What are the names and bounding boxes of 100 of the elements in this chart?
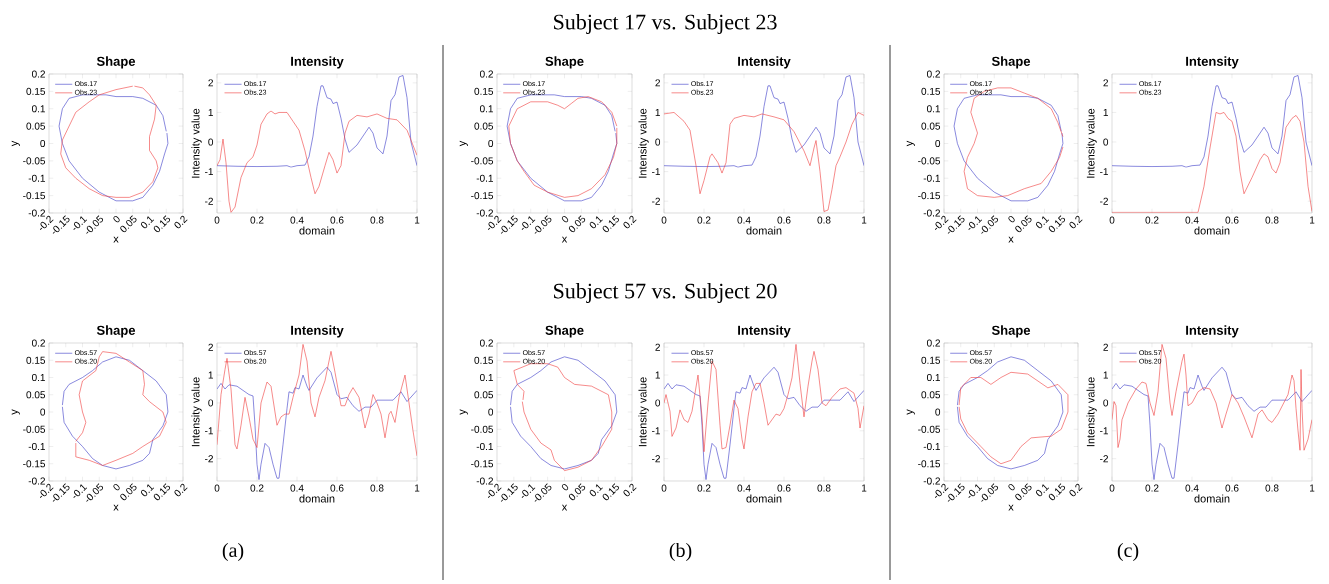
x-axis-title: domain	[299, 494, 335, 503]
chart-title: Intensity	[291, 56, 344, 69]
y-tick-label: -2	[652, 197, 660, 205]
x-axis-title: domain	[299, 226, 335, 235]
y-tick-label: 2	[208, 79, 213, 87]
y-axis-title: y	[11, 140, 20, 147]
x-tick-label: 0.2	[623, 483, 637, 497]
y-tick-label: 2	[1103, 79, 1108, 87]
x-tick-label: 0.4	[290, 216, 304, 224]
line-series	[664, 75, 865, 168]
y-tick-label: 0.15	[26, 87, 46, 95]
chart-title: Shape	[545, 56, 584, 69]
y-axis-title: y	[459, 140, 468, 147]
y-tick-label: -0.05	[918, 425, 941, 433]
x-tick-label: 1	[415, 216, 420, 224]
y-axis-title: y	[906, 140, 915, 147]
line-series	[957, 356, 1064, 470]
chart-title: Intensity	[738, 56, 791, 69]
y-tick-label: 0	[935, 139, 941, 148]
y-axis-title: y	[459, 409, 468, 415]
x-axis-title: x	[113, 236, 119, 243]
y-tick-label: -1	[205, 168, 213, 176]
x-tick-label: 0.6	[1225, 484, 1239, 492]
y-tick-label: 0.2	[479, 70, 493, 78]
x-tick-label: 0.2	[174, 215, 188, 229]
y-tick-label: -0.2	[476, 477, 493, 485]
x-tick-label: 0.6	[330, 216, 344, 224]
x-tick-label: 0.8	[1265, 216, 1279, 224]
y-tick-label: -0.15	[918, 192, 941, 200]
chart-title: Shape	[991, 56, 1031, 69]
x-tick-label: 0.1	[140, 484, 155, 497]
y-axis-title: y	[11, 409, 20, 415]
y-tick-label: 0.1	[31, 105, 45, 113]
line-series	[217, 75, 418, 168]
line-series	[664, 112, 865, 212]
y-tick-label: 0	[935, 408, 941, 416]
y-tick-label: 1	[208, 371, 213, 379]
x-tick-label: 0.4	[737, 484, 751, 492]
chart-title: Intensity	[1186, 56, 1239, 69]
y-tick-label: 0.2	[926, 339, 940, 347]
line-series	[1112, 75, 1313, 168]
y-tick-label: 2	[655, 343, 660, 351]
x-tick-label: -0.1	[521, 484, 536, 498]
y-tick-label: -0.1	[923, 442, 940, 451]
y-tick-label: 0	[1103, 138, 1109, 146]
x-tick-label: 0.05	[568, 483, 586, 501]
x-tick-label: 0.6	[777, 484, 791, 492]
x-tick-label: -0.1	[521, 216, 536, 230]
y-tick-label: 0.2	[31, 339, 45, 347]
y-tick-label: -0.15	[23, 460, 46, 468]
x-tick-label: 0.15	[1048, 215, 1066, 233]
x-axis-title: domain	[1194, 226, 1230, 235]
y-tick-label: 0.05	[26, 391, 46, 399]
y-tick-label: 0	[208, 138, 214, 146]
y-tick-label: -0.1	[28, 174, 45, 182]
y-tick-label: 0.05	[474, 391, 494, 399]
x-axis-title: domain	[746, 494, 782, 503]
line-series	[75, 351, 167, 466]
y-tick-label: -0.1	[476, 174, 493, 182]
x-axis-title: x	[113, 504, 119, 511]
line-series	[58, 94, 169, 202]
text: Subject 57 vs. Subject 20	[554, 283, 777, 303]
y-tick-label: 1	[208, 109, 213, 116]
y-tick-label: -0.2	[28, 477, 45, 485]
x-tick-label: 0	[1109, 216, 1115, 224]
y-tick-label: 2	[655, 79, 660, 87]
chart-title: Shape	[96, 325, 136, 338]
x-tick-label: 0	[1008, 215, 1015, 223]
y-tick-label: -0.2	[476, 209, 493, 217]
y-tick-label: -2	[205, 197, 213, 205]
x-tick-label: 0.15	[602, 215, 619, 233]
text: (b)	[669, 542, 692, 562]
x-tick-label: 1	[862, 216, 867, 224]
y-tick-label: 1	[655, 109, 660, 116]
x-tick-label: 0.8	[1265, 484, 1279, 492]
x-tick-label: 1	[1310, 484, 1315, 492]
y-tick-label: -1	[1100, 168, 1108, 176]
x-tick-label: 0.15	[153, 215, 171, 233]
x-tick-label: 0.4	[290, 484, 304, 492]
x-tick-label: 0.05	[120, 215, 137, 233]
y-tick-label: -0.15	[23, 192, 46, 200]
y-tick-label: -1	[1100, 427, 1108, 435]
y-tick-label: -2	[205, 455, 213, 463]
y-tick-label: -0.15	[918, 460, 941, 468]
y-tick-label: 0.1	[479, 105, 493, 113]
x-tick-label: 0.05	[568, 215, 586, 233]
x-tick-label: 0.4	[737, 216, 751, 224]
y-tick-label: 0	[208, 399, 214, 407]
x-tick-label: 0.2	[174, 483, 188, 497]
x-tick-label: 0.2	[697, 216, 711, 224]
x-tick-label: 0.05	[1015, 215, 1032, 233]
y-tick-label: -0.15	[471, 460, 494, 468]
y-tick-label: 0.1	[926, 105, 940, 113]
y-tick-label: 0	[488, 139, 494, 148]
y-tick-label: 2	[1103, 343, 1108, 351]
y-tick-label: -0.2	[923, 209, 940, 217]
y-tick-label: -0.1	[476, 442, 493, 451]
text: Subject 17 vs. Subject 23	[554, 14, 777, 34]
y-tick-label: -2	[652, 455, 660, 463]
x-tick-label: 0.8	[817, 484, 831, 492]
